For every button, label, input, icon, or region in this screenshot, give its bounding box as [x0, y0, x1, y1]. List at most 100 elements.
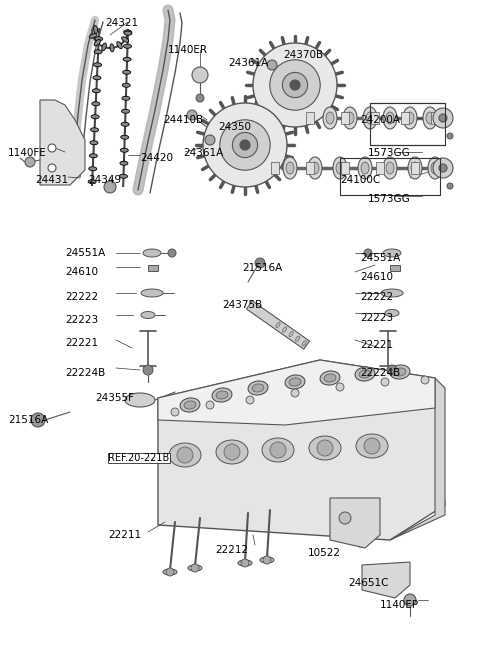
Ellipse shape — [308, 157, 322, 179]
Circle shape — [447, 183, 453, 189]
Text: 24355F: 24355F — [95, 393, 134, 403]
Text: 1573GG: 1573GG — [368, 148, 411, 158]
Circle shape — [171, 408, 179, 416]
Ellipse shape — [125, 393, 155, 407]
Ellipse shape — [94, 26, 97, 33]
Text: 21516A: 21516A — [8, 415, 48, 425]
Ellipse shape — [309, 436, 341, 460]
Ellipse shape — [252, 384, 264, 392]
Ellipse shape — [95, 37, 103, 41]
Ellipse shape — [366, 112, 374, 124]
Ellipse shape — [180, 398, 200, 412]
Ellipse shape — [431, 162, 439, 174]
Polygon shape — [40, 100, 85, 185]
Ellipse shape — [381, 289, 403, 297]
Circle shape — [31, 413, 45, 427]
Polygon shape — [158, 360, 445, 540]
Text: 24361A: 24361A — [183, 148, 223, 158]
Ellipse shape — [411, 162, 419, 174]
Ellipse shape — [276, 322, 280, 327]
Bar — [340, 158, 440, 195]
Ellipse shape — [248, 381, 268, 395]
Circle shape — [220, 120, 270, 170]
Text: 1140FE: 1140FE — [8, 148, 47, 158]
Circle shape — [267, 60, 277, 70]
Ellipse shape — [93, 75, 101, 80]
Ellipse shape — [124, 31, 132, 35]
Circle shape — [387, 365, 397, 375]
Ellipse shape — [386, 112, 394, 124]
Bar — [271, 162, 279, 174]
Text: 22211: 22211 — [108, 530, 141, 540]
Bar — [341, 162, 349, 174]
Ellipse shape — [283, 157, 297, 179]
Polygon shape — [390, 378, 445, 540]
Bar — [411, 162, 419, 174]
Ellipse shape — [403, 107, 417, 129]
Bar — [431, 112, 439, 124]
Text: 24410B: 24410B — [163, 115, 203, 125]
Circle shape — [282, 72, 308, 98]
Text: 1140EP: 1140EP — [380, 600, 419, 610]
Ellipse shape — [121, 37, 129, 42]
Ellipse shape — [110, 44, 114, 52]
Ellipse shape — [343, 107, 357, 129]
Ellipse shape — [123, 44, 132, 49]
Text: 22222: 22222 — [65, 292, 98, 302]
Ellipse shape — [289, 331, 293, 337]
Text: 24375B: 24375B — [222, 300, 262, 310]
Circle shape — [364, 438, 380, 454]
Text: 22222: 22222 — [360, 292, 393, 302]
Ellipse shape — [89, 154, 97, 157]
Ellipse shape — [383, 157, 397, 179]
Text: 24349: 24349 — [88, 175, 121, 185]
Ellipse shape — [120, 161, 128, 165]
Ellipse shape — [216, 391, 228, 399]
Circle shape — [232, 133, 258, 157]
Circle shape — [439, 114, 447, 122]
Circle shape — [336, 383, 344, 391]
Ellipse shape — [238, 560, 252, 566]
Circle shape — [290, 80, 300, 90]
Ellipse shape — [311, 162, 319, 174]
Circle shape — [177, 447, 193, 463]
Ellipse shape — [326, 112, 334, 124]
Text: 24361A: 24361A — [228, 58, 268, 68]
Ellipse shape — [282, 327, 287, 332]
Circle shape — [447, 133, 453, 139]
Ellipse shape — [124, 30, 132, 34]
Ellipse shape — [120, 135, 129, 139]
Bar — [376, 162, 384, 174]
Ellipse shape — [260, 557, 274, 563]
Ellipse shape — [390, 365, 410, 379]
Circle shape — [104, 181, 116, 193]
Circle shape — [206, 401, 214, 409]
Ellipse shape — [423, 107, 437, 129]
Circle shape — [196, 94, 204, 102]
Ellipse shape — [120, 174, 128, 178]
Ellipse shape — [346, 112, 354, 124]
Bar — [401, 112, 409, 124]
Ellipse shape — [324, 374, 336, 382]
Ellipse shape — [122, 83, 130, 87]
Circle shape — [166, 568, 174, 576]
Ellipse shape — [383, 107, 397, 129]
Text: 1140ER: 1140ER — [168, 45, 208, 55]
Text: 22223: 22223 — [65, 315, 98, 325]
Circle shape — [205, 135, 215, 145]
Ellipse shape — [117, 41, 122, 49]
Text: 24610: 24610 — [65, 267, 98, 277]
Ellipse shape — [120, 148, 128, 152]
Ellipse shape — [426, 112, 434, 124]
Text: 22224B: 22224B — [65, 368, 105, 378]
Bar — [371, 112, 379, 124]
Ellipse shape — [408, 157, 422, 179]
Text: 24321: 24321 — [105, 18, 138, 28]
Circle shape — [25, 157, 35, 167]
Ellipse shape — [406, 112, 414, 124]
Circle shape — [439, 164, 447, 172]
Bar — [148, 265, 158, 271]
Text: 24420: 24420 — [140, 153, 173, 163]
Ellipse shape — [141, 289, 163, 297]
Ellipse shape — [163, 569, 177, 575]
